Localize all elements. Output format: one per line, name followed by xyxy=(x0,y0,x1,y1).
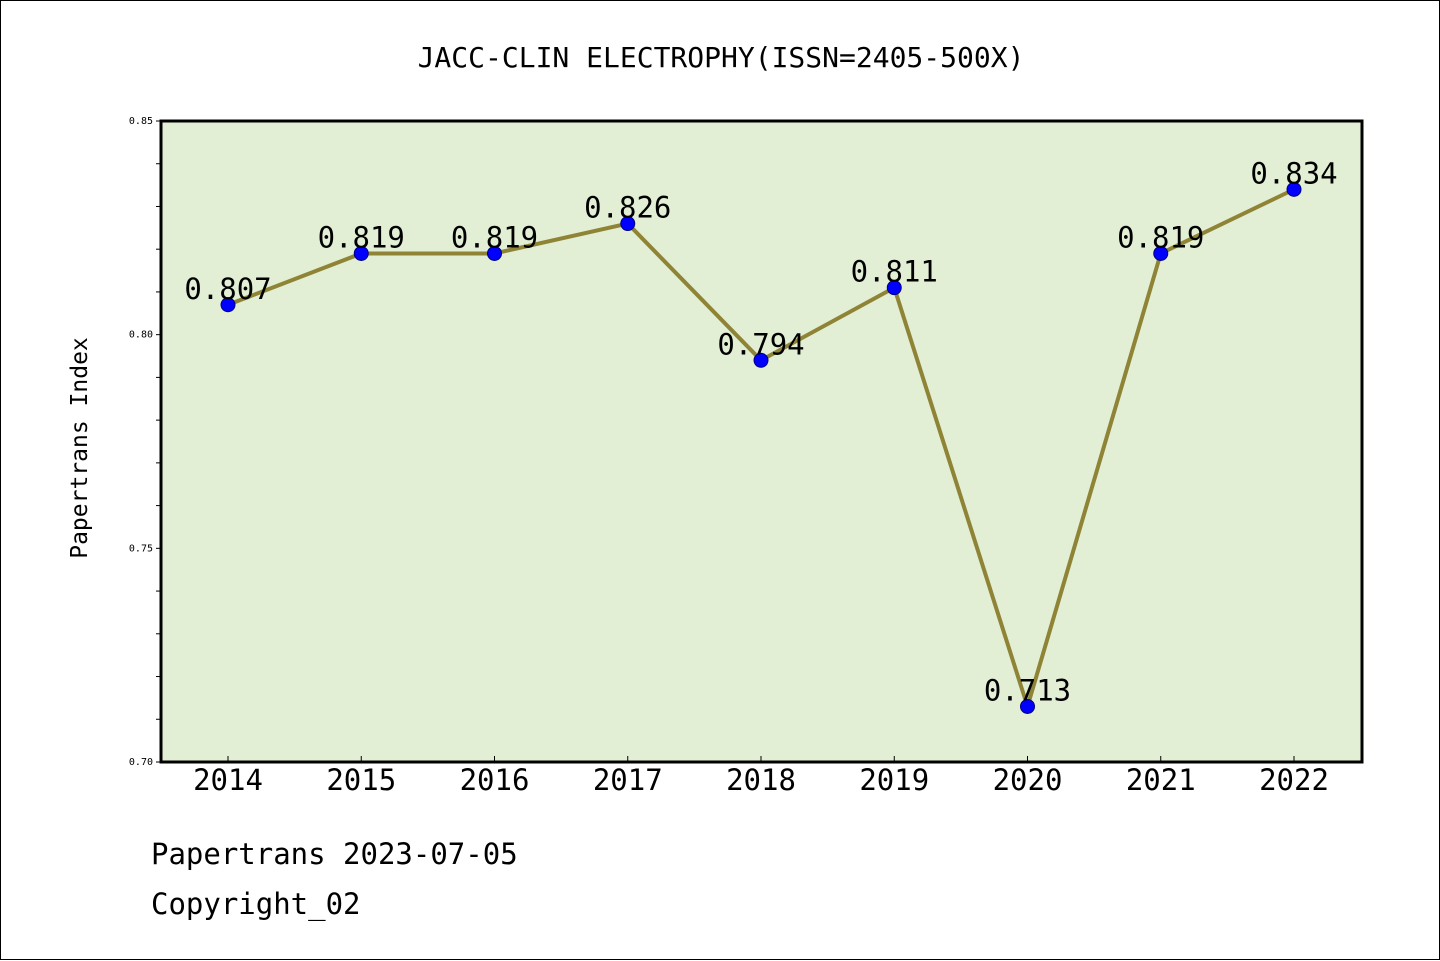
y-tick-label: 0.75 xyxy=(129,543,153,554)
data-label: 0.713 xyxy=(984,673,1071,707)
x-axis-ticks: 2014 2015 2016 2017 2018 2019 2020 2021 2022 xyxy=(193,756,1329,797)
data-label: 0.811 xyxy=(851,255,938,289)
plot-area xyxy=(159,119,1364,764)
data-series: 0.807 0.819 0.819 0.826 0.794 0.811 0.713 0.819… xyxy=(184,156,1338,714)
x-tick-label: 2018 xyxy=(726,763,796,797)
data-point xyxy=(753,352,769,368)
data-point xyxy=(886,280,902,296)
data-label: 0.819 xyxy=(451,220,538,254)
x-tick-label: 2021 xyxy=(1126,763,1196,797)
y-axis-ticks: 0.70 0.75 0.80 0.85 xyxy=(129,116,161,768)
data-point xyxy=(487,245,502,261)
y-axis-label: Papertrans Index xyxy=(67,337,93,559)
x-tick-label: 2014 xyxy=(193,763,263,797)
data-label: 0.794 xyxy=(717,327,804,361)
y-tick-label: 0.80 xyxy=(129,330,153,341)
data-point xyxy=(1286,181,1302,197)
footer-copyright: Copyright_02 xyxy=(151,887,361,921)
x-tick-label: 2022 xyxy=(1259,763,1329,797)
data-label: 0.807 xyxy=(184,272,271,306)
data-point xyxy=(620,216,636,232)
x-tick-label: 2015 xyxy=(326,763,396,797)
y-tick-label: 0.85 xyxy=(129,116,153,127)
data-point xyxy=(1020,698,1035,714)
data-point xyxy=(1153,245,1169,261)
data-label: 0.819 xyxy=(1117,220,1204,254)
x-tick-label: 2019 xyxy=(859,763,929,797)
data-point xyxy=(220,297,236,313)
chart-title: JACC-CLIN ELECTROPHY(ISSN=2405-500X) xyxy=(418,41,1025,74)
data-label: 0.834 xyxy=(1250,156,1337,190)
y-tick-label: 0.70 xyxy=(129,757,153,768)
data-label: 0.819 xyxy=(318,220,405,254)
x-tick-label: 2016 xyxy=(460,763,530,797)
x-tick-label: 2020 xyxy=(993,763,1063,797)
data-label: 0.826 xyxy=(584,191,671,225)
x-tick-label: 2017 xyxy=(593,763,663,797)
data-point xyxy=(353,245,369,261)
footer-date: Papertrans 2023-07-05 xyxy=(151,837,518,871)
